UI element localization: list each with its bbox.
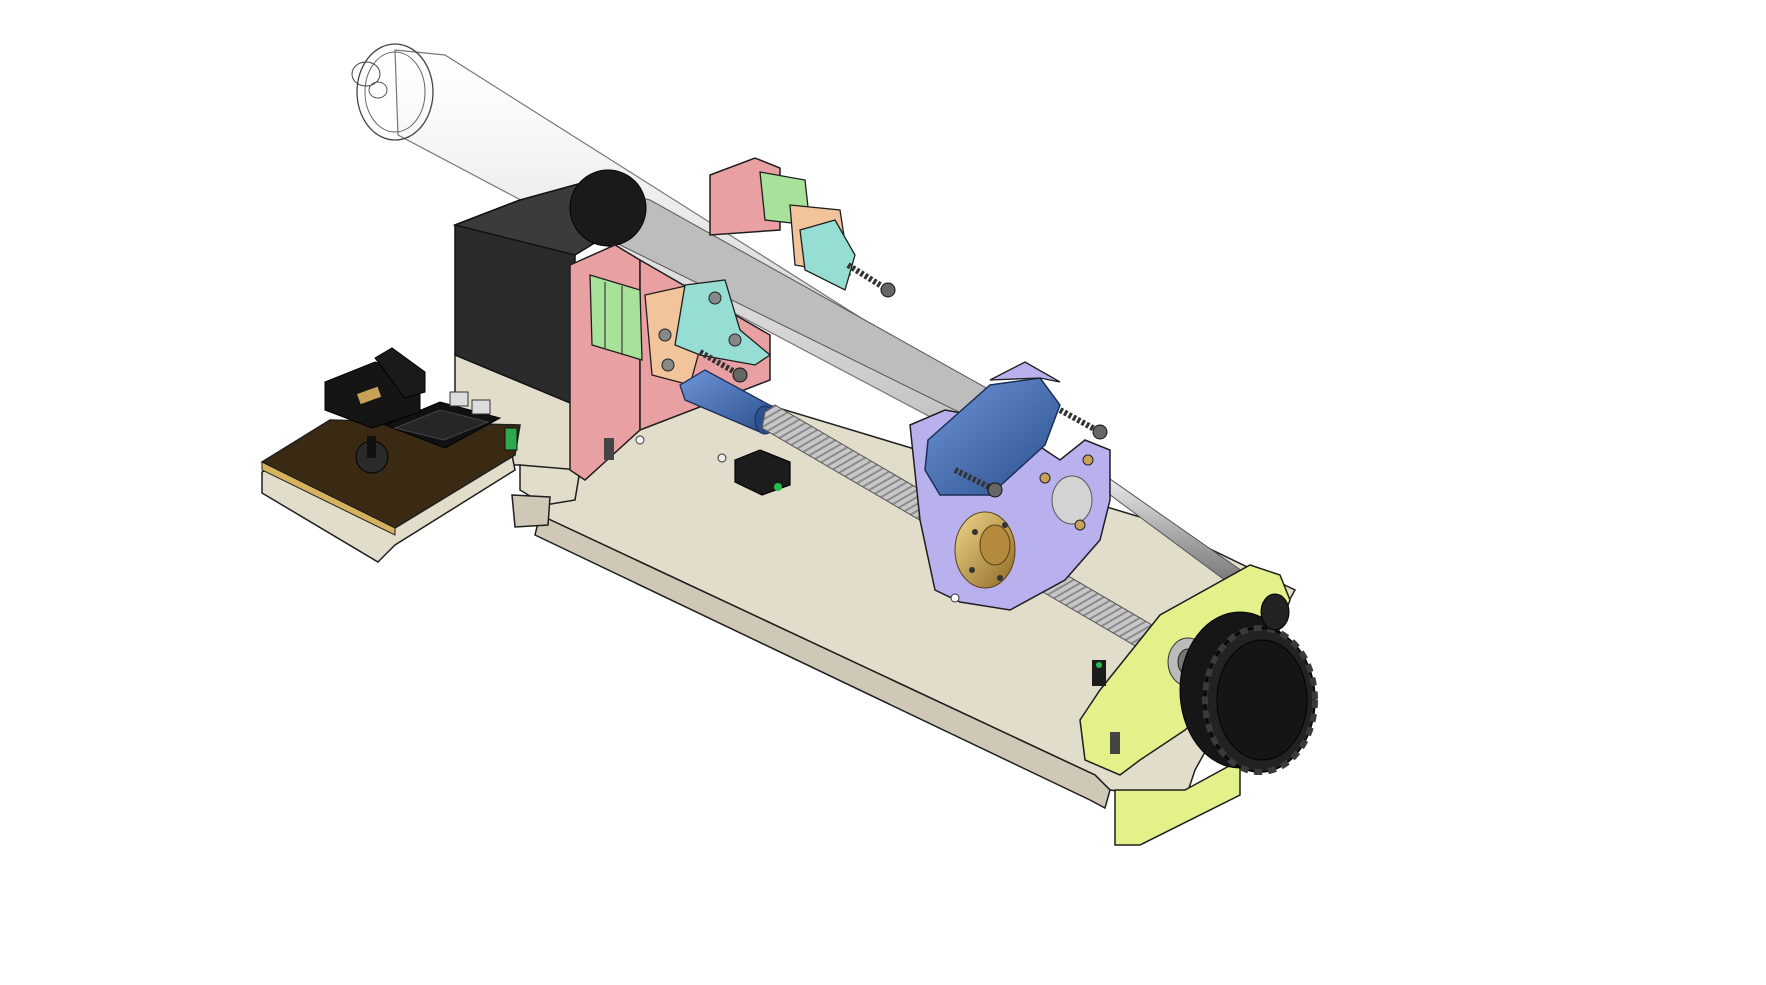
limit-switch-screw — [718, 454, 726, 462]
clamp-screw-head-1 — [659, 329, 671, 341]
green-connector — [505, 428, 517, 450]
rear-clamp-screw — [848, 265, 895, 297]
button-left — [450, 392, 468, 406]
brass-lead-nut — [955, 512, 1015, 588]
base-plate-tab-foot — [512, 495, 550, 527]
end-limit-led — [1096, 662, 1102, 668]
carriage-screw-1 — [1040, 473, 1050, 483]
clamp-screw-head-3 — [709, 292, 721, 304]
rear-cyan-clamp — [800, 220, 855, 290]
end-bracket-nut-slot — [1110, 732, 1120, 754]
knob-shaft-collar — [1261, 594, 1289, 630]
clamp-screw-head-4 — [729, 334, 741, 346]
button-right — [472, 400, 490, 414]
carriage-screw-3 — [1075, 520, 1085, 530]
nut-inner — [980, 525, 1010, 565]
clamp-screw-head-2 — [662, 359, 674, 371]
joystick-stick — [367, 436, 376, 458]
plunger-screw-top — [1060, 410, 1107, 439]
bracket-hole — [636, 436, 644, 444]
carriage-screw-4 — [951, 594, 959, 602]
knob-face — [1217, 640, 1307, 760]
carriage-screw-2 — [1083, 455, 1093, 465]
plunger-holder-back — [990, 362, 1060, 382]
motor-shaft-boss — [570, 170, 646, 246]
syringe-nozzle-tip — [369, 82, 387, 98]
limit-switch-led — [774, 483, 782, 491]
front-green-block — [590, 275, 642, 360]
carriage-rod-bushing — [1052, 476, 1092, 524]
bracket-nut-slot — [604, 438, 614, 460]
